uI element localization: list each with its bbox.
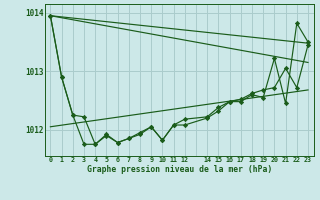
X-axis label: Graphe pression niveau de la mer (hPa): Graphe pression niveau de la mer (hPa) [87, 165, 272, 174]
